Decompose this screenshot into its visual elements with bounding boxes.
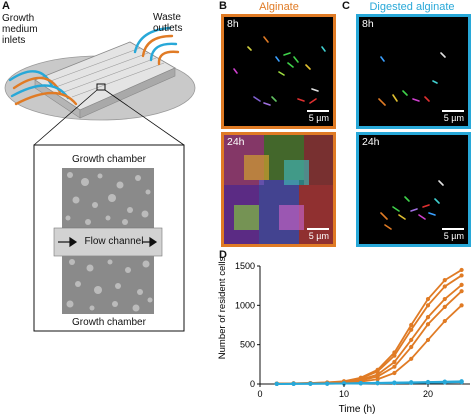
digested-8h-scale-label: 5 µm xyxy=(443,113,464,123)
digested-8h-time: 8h xyxy=(362,18,374,30)
digested-8h-scalebar xyxy=(442,110,464,112)
resident-cells-chart: 0 500 1000 1500 0 10 20 Number of resident cel… xyxy=(217,258,470,415)
zoom-line-right xyxy=(104,89,185,146)
outlet-tubes xyxy=(133,26,180,66)
alginate-24h-image: 24h 5 µm xyxy=(221,132,336,247)
data-point xyxy=(409,322,414,328)
data-point xyxy=(459,267,464,273)
data-point xyxy=(459,282,464,287)
panel-c-label: C xyxy=(342,0,350,12)
digested-title: Digested alginate xyxy=(369,1,455,13)
data-point xyxy=(425,296,431,302)
digested-8h-image: 8h 5 µm xyxy=(356,14,471,129)
data-point xyxy=(442,380,447,385)
inlets-label: Growth medium inlets xyxy=(2,13,38,46)
series-line-3 xyxy=(276,290,463,385)
data-point xyxy=(358,381,363,386)
alginate-8h-time: 8h xyxy=(227,18,239,30)
digested-8h-cells xyxy=(378,52,446,106)
alginate-8h-cells xyxy=(233,36,326,106)
x-tick-label: 0 xyxy=(257,389,262,399)
data-point xyxy=(425,337,431,343)
alginate-8h-image: 8h 5 µm xyxy=(221,14,336,129)
digested-24h-scalebar xyxy=(442,228,464,230)
top-chamber-label: Growth chamber xyxy=(72,154,146,165)
alginate-8h-scalebar xyxy=(307,110,329,112)
data-point xyxy=(375,369,380,374)
panel-d-label: D xyxy=(219,249,227,261)
alginate-title: Alginate xyxy=(259,1,299,13)
alginate-24h-time: 24h xyxy=(227,136,245,148)
bottom-chamber-texture xyxy=(66,259,153,312)
data-point xyxy=(425,322,431,327)
data-point xyxy=(409,380,414,385)
outlets-label: Waste outlets xyxy=(153,12,183,34)
digested-24h-time: 24h xyxy=(362,136,380,148)
data-point xyxy=(375,377,380,382)
data-point xyxy=(392,364,397,369)
data-point xyxy=(325,381,330,386)
y-tick-label: 1500 xyxy=(235,261,255,271)
digested-24h-image: 24h 5 µm xyxy=(356,132,471,247)
x-axis-label: Time (h) xyxy=(339,404,376,415)
data-point xyxy=(392,370,397,376)
data-point xyxy=(442,296,447,302)
data-point xyxy=(375,381,380,386)
data-point xyxy=(392,353,397,358)
data-point xyxy=(409,344,414,350)
y-tick-label: 1000 xyxy=(235,300,255,310)
data-point xyxy=(274,381,279,387)
y-axis-label: Number of resident cells xyxy=(217,258,228,359)
data-point xyxy=(425,380,431,385)
chip-side-right xyxy=(79,67,176,119)
alginate-24h-cells xyxy=(224,135,333,244)
alginate-24h-scalebar xyxy=(307,228,329,230)
x-tick-label: 10 xyxy=(339,389,349,399)
data-point xyxy=(392,380,397,386)
data-point xyxy=(392,359,397,365)
data-point xyxy=(308,381,313,386)
panel-a-label: A xyxy=(2,0,10,12)
y-tick-label: 0 xyxy=(250,379,255,389)
series-line-8 xyxy=(276,381,462,385)
zoom-marker xyxy=(96,83,106,91)
series-line-0 xyxy=(276,269,463,385)
data-point xyxy=(341,381,347,386)
data-point xyxy=(442,318,447,324)
x-tick-label: 20 xyxy=(423,389,433,399)
data-point xyxy=(459,289,464,294)
data-point xyxy=(459,380,464,385)
alginate-24h-scale-label: 5 µm xyxy=(308,231,329,241)
data-point xyxy=(459,303,464,308)
top-chamber-texture xyxy=(65,172,151,225)
flow-channel-label: Flow channel xyxy=(84,236,144,247)
data-point xyxy=(409,327,414,332)
microfluidic-device-illustration xyxy=(4,26,196,332)
y-tick-label: 500 xyxy=(240,340,255,350)
inlet-tubes xyxy=(8,70,78,106)
panel-b-label: B xyxy=(219,0,227,12)
bottom-chamber-label: Growth chamber xyxy=(72,317,146,328)
alginate-8h-scale-label: 5 µm xyxy=(308,113,329,123)
data-point xyxy=(442,304,447,310)
data-point xyxy=(425,315,431,320)
data-point xyxy=(409,337,414,343)
data-point xyxy=(425,303,431,308)
data-point xyxy=(409,356,414,361)
flow-arrows xyxy=(58,236,158,248)
digested-24h-cells xyxy=(380,180,444,230)
digested-24h-scale-label: 5 µm xyxy=(443,231,464,241)
zoom-line-left xyxy=(33,89,98,146)
data-point xyxy=(442,278,447,283)
data-point xyxy=(459,273,464,278)
chip-channels xyxy=(47,47,165,98)
data-point xyxy=(442,284,447,289)
data-point xyxy=(291,381,296,386)
